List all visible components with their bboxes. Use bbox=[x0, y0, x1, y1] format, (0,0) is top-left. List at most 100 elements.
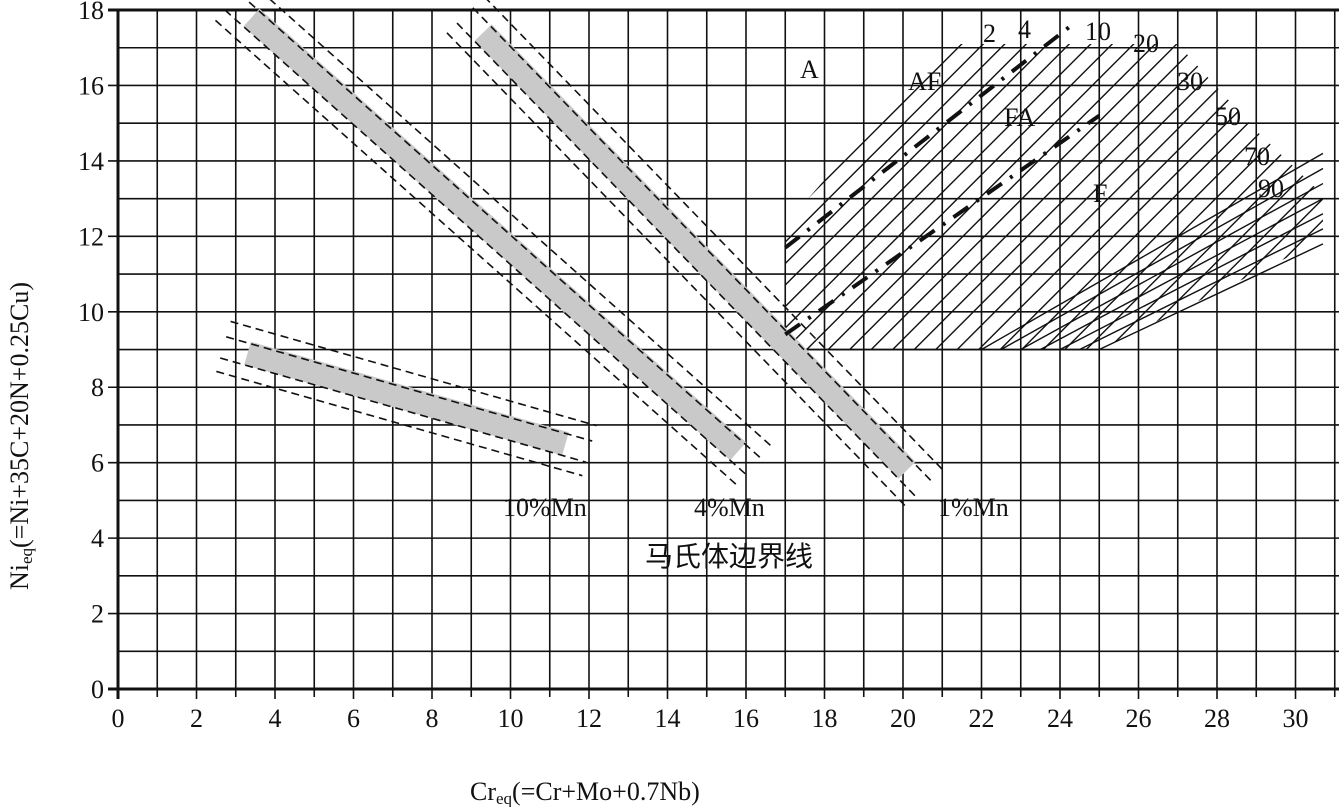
martensite-dashed-line bbox=[216, 370, 583, 477]
iso-ferrite-line bbox=[827, 43, 1209, 350]
iso-ferrite-line bbox=[785, 43, 865, 350]
iso-ferrite-line bbox=[1064, 43, 1323, 350]
x-tick-label: 2 bbox=[190, 704, 203, 733]
fn-label-30: 30 bbox=[1177, 67, 1203, 96]
grid bbox=[108, 8, 1339, 699]
x-axis-label-rest: (=Cr+Mo+0.7Nb) bbox=[512, 777, 700, 806]
y-axis-label-rest: (=Ni+35C+20N+0.25Cu) bbox=[5, 282, 34, 548]
x-axis-label: Creq(=Cr+Mo+0.7Nb) bbox=[470, 777, 700, 807]
y-tick-label: 16 bbox=[78, 71, 104, 100]
y-tick-label: 6 bbox=[91, 449, 104, 478]
iso-ferrite-line bbox=[1300, 43, 1323, 350]
martensite-dashed-line bbox=[486, 0, 944, 471]
fn-label-4: 4 bbox=[1018, 15, 1031, 44]
fn-label-50: 50 bbox=[1215, 102, 1241, 131]
iso-ferrite-line bbox=[956, 43, 1323, 350]
y-tick-label: 8 bbox=[91, 373, 104, 402]
x-tick-label: 8 bbox=[426, 704, 439, 733]
iso-ferrite-fan-line bbox=[1020, 182, 1324, 351]
x-tick-label: 4 bbox=[269, 704, 282, 733]
iso-ferrite-line bbox=[1042, 43, 1323, 350]
martensite-bands bbox=[214, 0, 944, 507]
martensite-dashed-line bbox=[226, 336, 593, 442]
y-tick-label: 14 bbox=[78, 147, 104, 176]
martensite-band bbox=[243, 8, 747, 461]
y-tick-label: 10 bbox=[78, 298, 104, 327]
x-tick-label: 12 bbox=[576, 704, 602, 733]
x-tick-label: 14 bbox=[655, 704, 681, 733]
phase-boundaries bbox=[784, 23, 1101, 337]
band-label-10mn: 10%Mn bbox=[503, 493, 587, 522]
phase-label-f: F bbox=[1093, 179, 1107, 208]
fn-label-20: 20 bbox=[1133, 29, 1159, 58]
iso-ferrite-fan-line bbox=[981, 152, 1324, 351]
x-tick-label: 0 bbox=[112, 704, 125, 733]
fn-label-90: 90 bbox=[1258, 174, 1284, 203]
iso-ferrite-line bbox=[11, 0, 391, 350]
iso-ferrite-line bbox=[978, 43, 1323, 350]
y-axis-label: Nieq(=Ni+35C+20N+0.25Cu) bbox=[5, 282, 36, 590]
iso-ferrite-line bbox=[892, 43, 1274, 350]
y-axis-label-sub: eq bbox=[17, 547, 36, 564]
x-axis-label-sub: eq bbox=[496, 789, 513, 807]
iso-ferrite-line bbox=[205, 0, 585, 350]
iso-ferrite-line bbox=[806, 43, 1188, 350]
x-axis-label-main: Cr bbox=[470, 777, 496, 806]
iso-ferrite-fan-line bbox=[1059, 213, 1324, 351]
iso-ferrite-line bbox=[1322, 43, 1323, 350]
martensite-band bbox=[244, 341, 569, 456]
iso-ferrite-line bbox=[870, 43, 1252, 350]
iso-ferrite-line bbox=[785, 43, 1037, 350]
iso-ferrite-line bbox=[1279, 43, 1323, 350]
band-label-1mn: 1%Mn bbox=[938, 493, 1009, 522]
x-tick-label: 20 bbox=[890, 704, 916, 733]
iso-ferrite-line bbox=[999, 43, 1323, 350]
phase-boundary-line bbox=[784, 23, 1074, 250]
iso-ferrite-line bbox=[785, 43, 973, 350]
iso-ferrite-line bbox=[1236, 43, 1323, 350]
phase-label-fa: FA bbox=[1004, 103, 1036, 132]
phase-label-a: A bbox=[800, 55, 819, 84]
iso-ferrite-line bbox=[1021, 43, 1323, 350]
iso-ferrite-line bbox=[913, 43, 1295, 350]
x-tick-label: 30 bbox=[1283, 704, 1309, 733]
x-tick-label: 18 bbox=[812, 704, 838, 733]
iso-ferrite-line bbox=[935, 43, 1317, 350]
x-tick-label: 28 bbox=[1204, 704, 1230, 733]
iso-ferrite-fan-line bbox=[1098, 243, 1324, 351]
iso-ferrite-line bbox=[785, 43, 1102, 350]
iso-ferrite-line bbox=[269, 0, 649, 350]
martensite-dashed-line bbox=[230, 320, 597, 427]
x-tick-label: 24 bbox=[1047, 704, 1073, 733]
martensite-dashed-line bbox=[456, 22, 917, 498]
y-axis-label-main: Ni bbox=[5, 564, 34, 590]
iso-ferrite-line bbox=[1085, 43, 1323, 350]
fn-label-2: 2 bbox=[983, 19, 996, 48]
martensite-band bbox=[474, 24, 916, 479]
iso-ferrite-line bbox=[54, 0, 434, 350]
x-tick-label: 10 bbox=[498, 704, 524, 733]
iso-ferrite-line bbox=[0, 0, 305, 350]
iso-ferrite-line bbox=[785, 43, 1080, 350]
fn-label-10: 10 bbox=[1085, 17, 1111, 46]
tick-labels: 0 2 4 6 8 10 12 14 16 18 20 22 24 26 28 300246810121416… bbox=[78, 0, 1309, 733]
iso-ferrite-line bbox=[785, 43, 1059, 350]
x-tick-label: 22 bbox=[969, 704, 995, 733]
y-tick-label: 12 bbox=[78, 222, 104, 251]
iso-ferrite-line bbox=[785, 43, 1166, 350]
y-tick-label: 0 bbox=[91, 675, 104, 704]
y-tick-label: 2 bbox=[91, 600, 104, 629]
martensite-caption: 马氏体边界线 bbox=[645, 541, 813, 573]
iso-ferrite-fan-line bbox=[1040, 198, 1324, 351]
y-tick-label: 4 bbox=[91, 524, 104, 553]
iso-ferrite-line bbox=[785, 43, 1145, 350]
phase-label-af: AF bbox=[908, 67, 941, 96]
fn-label-70: 70 bbox=[1244, 142, 1270, 171]
iso-ferrite-line bbox=[1150, 43, 1323, 350]
iso-ferrite-line bbox=[76, 0, 456, 350]
martensite-dashed-line bbox=[446, 32, 907, 507]
band-label-4mn: 4%Mn bbox=[694, 493, 765, 522]
x-tick-label: 6 bbox=[347, 704, 360, 733]
iso-ferrite-fan-line bbox=[1079, 228, 1324, 351]
